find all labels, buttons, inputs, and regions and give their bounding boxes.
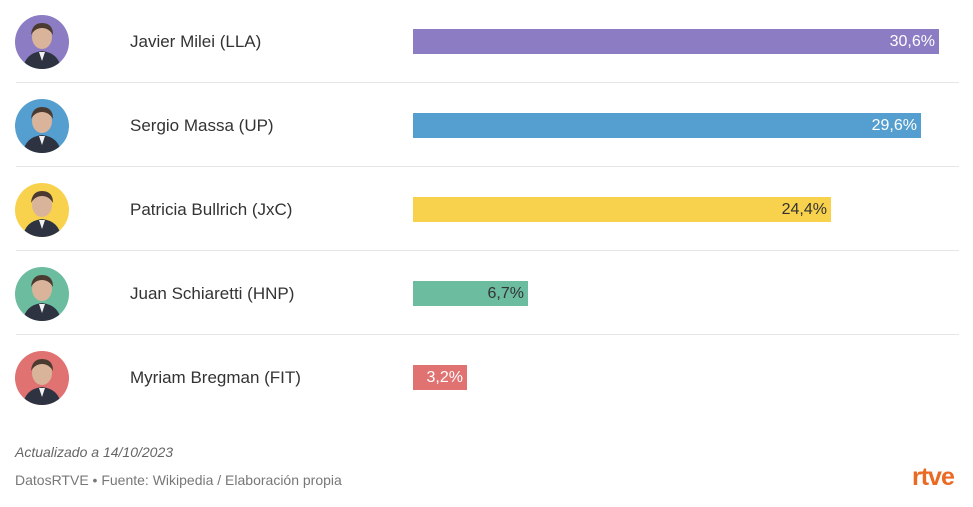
person-photo-icon bbox=[23, 107, 61, 153]
candidate-row: Juan Schiaretti (HNP) 6,7% bbox=[0, 251, 973, 335]
person-photo-icon bbox=[23, 191, 61, 237]
person-photo-icon bbox=[23, 23, 61, 69]
person-photo-icon bbox=[23, 359, 61, 405]
value-bar: 24,4% bbox=[413, 197, 831, 222]
value-label: 3,2% bbox=[426, 369, 463, 386]
value-bar: 6,7% bbox=[413, 281, 528, 306]
value-label: 29,6% bbox=[871, 117, 917, 134]
value-label: 24,4% bbox=[781, 201, 827, 218]
candidate-avatar bbox=[15, 99, 69, 153]
value-bar: 29,6% bbox=[413, 113, 921, 138]
row-divider bbox=[16, 82, 959, 83]
candidate-name: Myriam Bregman (FIT) bbox=[130, 368, 301, 387]
candidate-avatar bbox=[15, 15, 69, 69]
value-label: 30,6% bbox=[889, 33, 935, 50]
candidate-bar-chart: Javier Milei (LLA) 30,6% Sergio Massa (U… bbox=[0, 0, 973, 419]
candidate-avatar bbox=[15, 183, 69, 237]
updated-date: Actualizado a 14/10/2023 bbox=[15, 444, 174, 460]
row-divider bbox=[16, 334, 959, 335]
candidate-name: Javier Milei (LLA) bbox=[130, 32, 262, 51]
candidate-row: Javier Milei (LLA) 30,6% bbox=[0, 0, 973, 83]
value-bar: 30,6% bbox=[413, 29, 939, 54]
candidate-row: Myriam Bregman (FIT) 3,2% bbox=[0, 335, 973, 419]
row-divider bbox=[16, 250, 959, 251]
rtve-logo: rtve bbox=[912, 463, 955, 491]
row-divider bbox=[16, 166, 959, 167]
candidate-name: Sergio Massa (UP) bbox=[130, 116, 274, 135]
candidate-name: Patricia Bullrich (JxC) bbox=[130, 200, 293, 219]
candidate-avatar bbox=[15, 351, 69, 405]
candidate-row: Patricia Bullrich (JxC) 24,4% bbox=[0, 167, 973, 251]
value-label: 6,7% bbox=[487, 285, 524, 302]
value-bar: 3,2% bbox=[413, 365, 467, 390]
source-credit: DatosRTVE • Fuente: Wikipedia / Elaborac… bbox=[15, 472, 342, 488]
candidate-avatar bbox=[15, 267, 69, 321]
candidate-row: Sergio Massa (UP) 29,6% bbox=[0, 83, 973, 167]
candidate-name: Juan Schiaretti (HNP) bbox=[130, 284, 295, 303]
person-photo-icon bbox=[23, 275, 61, 321]
